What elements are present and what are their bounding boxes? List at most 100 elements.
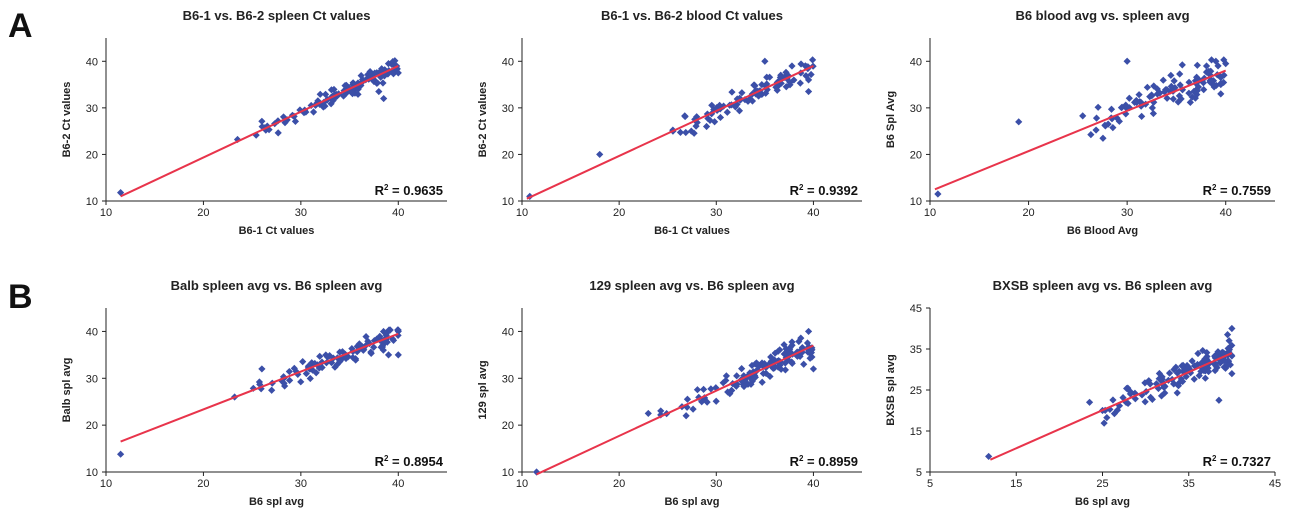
x-tick-label: 40 (392, 207, 404, 219)
scatter-point (1210, 83, 1218, 91)
scatter-point (1107, 105, 1116, 113)
x-tick-label: 30 (710, 478, 722, 490)
y-axis-label: B6 Spl Avg (885, 91, 897, 148)
scatter-point (1123, 57, 1131, 65)
scatter-point (1110, 410, 1119, 418)
scatter-point (375, 87, 383, 96)
scatter-point (1109, 124, 1117, 132)
scatter-point (1115, 117, 1123, 125)
scatter-point (367, 348, 375, 356)
scatter-point (704, 114, 712, 123)
x-tick-label: 10 (100, 478, 112, 490)
scatter-point (1087, 131, 1095, 139)
scatter-point (1149, 109, 1157, 118)
scatter-point (274, 117, 282, 125)
scatter-point (1193, 90, 1201, 99)
scatter-point (348, 90, 357, 98)
scatter-point (306, 374, 314, 383)
scatter-points (117, 326, 402, 458)
scatter-point (1178, 377, 1187, 386)
x-axis-label: B6 spl avg (664, 496, 719, 508)
scatter-point (1220, 56, 1228, 64)
scatter-point (1163, 94, 1171, 102)
y-tick-label: 45 (910, 303, 922, 315)
scatter-point (316, 90, 324, 98)
r-squared-label: R2 = 0.8959 (790, 454, 858, 469)
scatter-point (1207, 67, 1215, 75)
scatter-point (309, 108, 318, 116)
scatter-point (744, 97, 752, 105)
scatter-point (771, 363, 779, 371)
scatter-point (766, 73, 774, 81)
y-tick-label: 40 (502, 56, 514, 68)
scatter-point (788, 358, 796, 366)
scatter-point (687, 127, 695, 135)
r-squared-label: R2 = 0.8954 (375, 454, 444, 469)
scatter-point (1188, 93, 1196, 101)
scatter-point (1079, 112, 1087, 120)
scatter-point (1212, 57, 1220, 65)
scatter-point (702, 122, 711, 131)
scatter-point (1141, 398, 1149, 406)
trend-line (989, 352, 1233, 461)
scatter-point (1211, 366, 1219, 375)
scatter-point (1094, 103, 1102, 111)
scatter-point (1169, 95, 1177, 103)
scatter-point (747, 380, 755, 388)
x-tick-label: 40 (392, 478, 404, 490)
y-tick-label: 20 (86, 149, 98, 161)
scatter-point (1175, 367, 1183, 376)
y-tick-label: 10 (86, 196, 98, 208)
chart-1: B6-1 vs. B6-2 spleen Ct values 10 20 30 40 10… (61, 8, 447, 237)
scatter-point (707, 385, 715, 393)
scatter-point (1131, 98, 1139, 106)
scatter-point (336, 348, 344, 356)
scatter-point (1104, 120, 1112, 128)
scatter-point (1185, 89, 1193, 97)
scatter-point (1145, 377, 1153, 385)
scatter-point (1201, 374, 1209, 382)
scatter-point (378, 65, 386, 73)
scatter-point (358, 78, 366, 86)
x-tick-label: 5 (927, 478, 933, 490)
x-axis-label: B6-1 Ct values (654, 225, 730, 237)
scatter-point (783, 351, 792, 359)
scatter-point (748, 377, 756, 385)
scatter-point (1117, 104, 1126, 112)
scatter-point (644, 409, 652, 418)
scatter-point (1138, 112, 1146, 120)
scatter-point (1148, 92, 1156, 100)
scatter-point (394, 327, 402, 336)
scatter-point (299, 358, 307, 366)
scatter-point (740, 382, 748, 391)
scatter-point (758, 378, 766, 386)
x-tick-label: 45 (1269, 478, 1281, 490)
x-tick-label: 10 (100, 207, 112, 219)
scatter-point (1167, 82, 1175, 91)
scatter-point (1203, 349, 1211, 357)
scatter-point (746, 373, 754, 382)
chart-5: 129 spleen avg vs. B6 spleen avg 10 20 30 40… (477, 278, 862, 508)
scatter-point (249, 384, 257, 392)
y-axis-label: B6-2 Ct values (61, 82, 73, 158)
x-tick-label: 20 (197, 478, 209, 490)
scatter-point (755, 362, 763, 370)
scatter-point (800, 360, 808, 368)
scatter-point (1150, 82, 1158, 90)
r-squared-label: R2 = 0.7327 (1203, 454, 1271, 469)
scatter-point (1179, 367, 1187, 375)
chart-title: B6-1 vs. B6-2 spleen Ct values (183, 8, 371, 23)
scatter-point (692, 122, 700, 130)
scatter-point (804, 87, 813, 96)
scatter-point (728, 88, 736, 96)
scatter-point (117, 450, 125, 458)
scatter-point (798, 343, 806, 352)
y-tick-label: 20 (502, 149, 514, 161)
scatter-point (802, 72, 810, 80)
scatter-point (776, 361, 784, 369)
x-tick-label: 35 (1183, 478, 1195, 490)
scatter-point (766, 372, 774, 381)
scatter-point (1223, 361, 1232, 369)
scatter-point (341, 82, 349, 90)
scatter-point (706, 116, 714, 124)
